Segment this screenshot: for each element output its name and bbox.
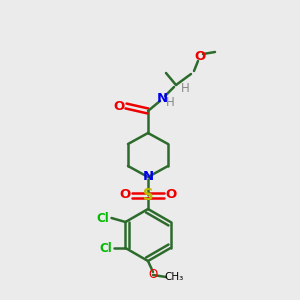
Text: N: N bbox=[142, 170, 154, 184]
Text: O: O bbox=[119, 188, 130, 202]
Text: O: O bbox=[148, 268, 158, 281]
Text: O: O bbox=[165, 188, 177, 202]
Text: H: H bbox=[181, 82, 189, 95]
Text: H: H bbox=[166, 97, 174, 110]
Text: O: O bbox=[113, 100, 124, 112]
Text: CH₃: CH₃ bbox=[164, 272, 184, 282]
Text: Cl: Cl bbox=[99, 242, 112, 254]
Text: N: N bbox=[156, 92, 168, 106]
Text: O: O bbox=[194, 50, 206, 64]
Text: Cl: Cl bbox=[96, 212, 109, 224]
Text: S: S bbox=[143, 188, 153, 202]
